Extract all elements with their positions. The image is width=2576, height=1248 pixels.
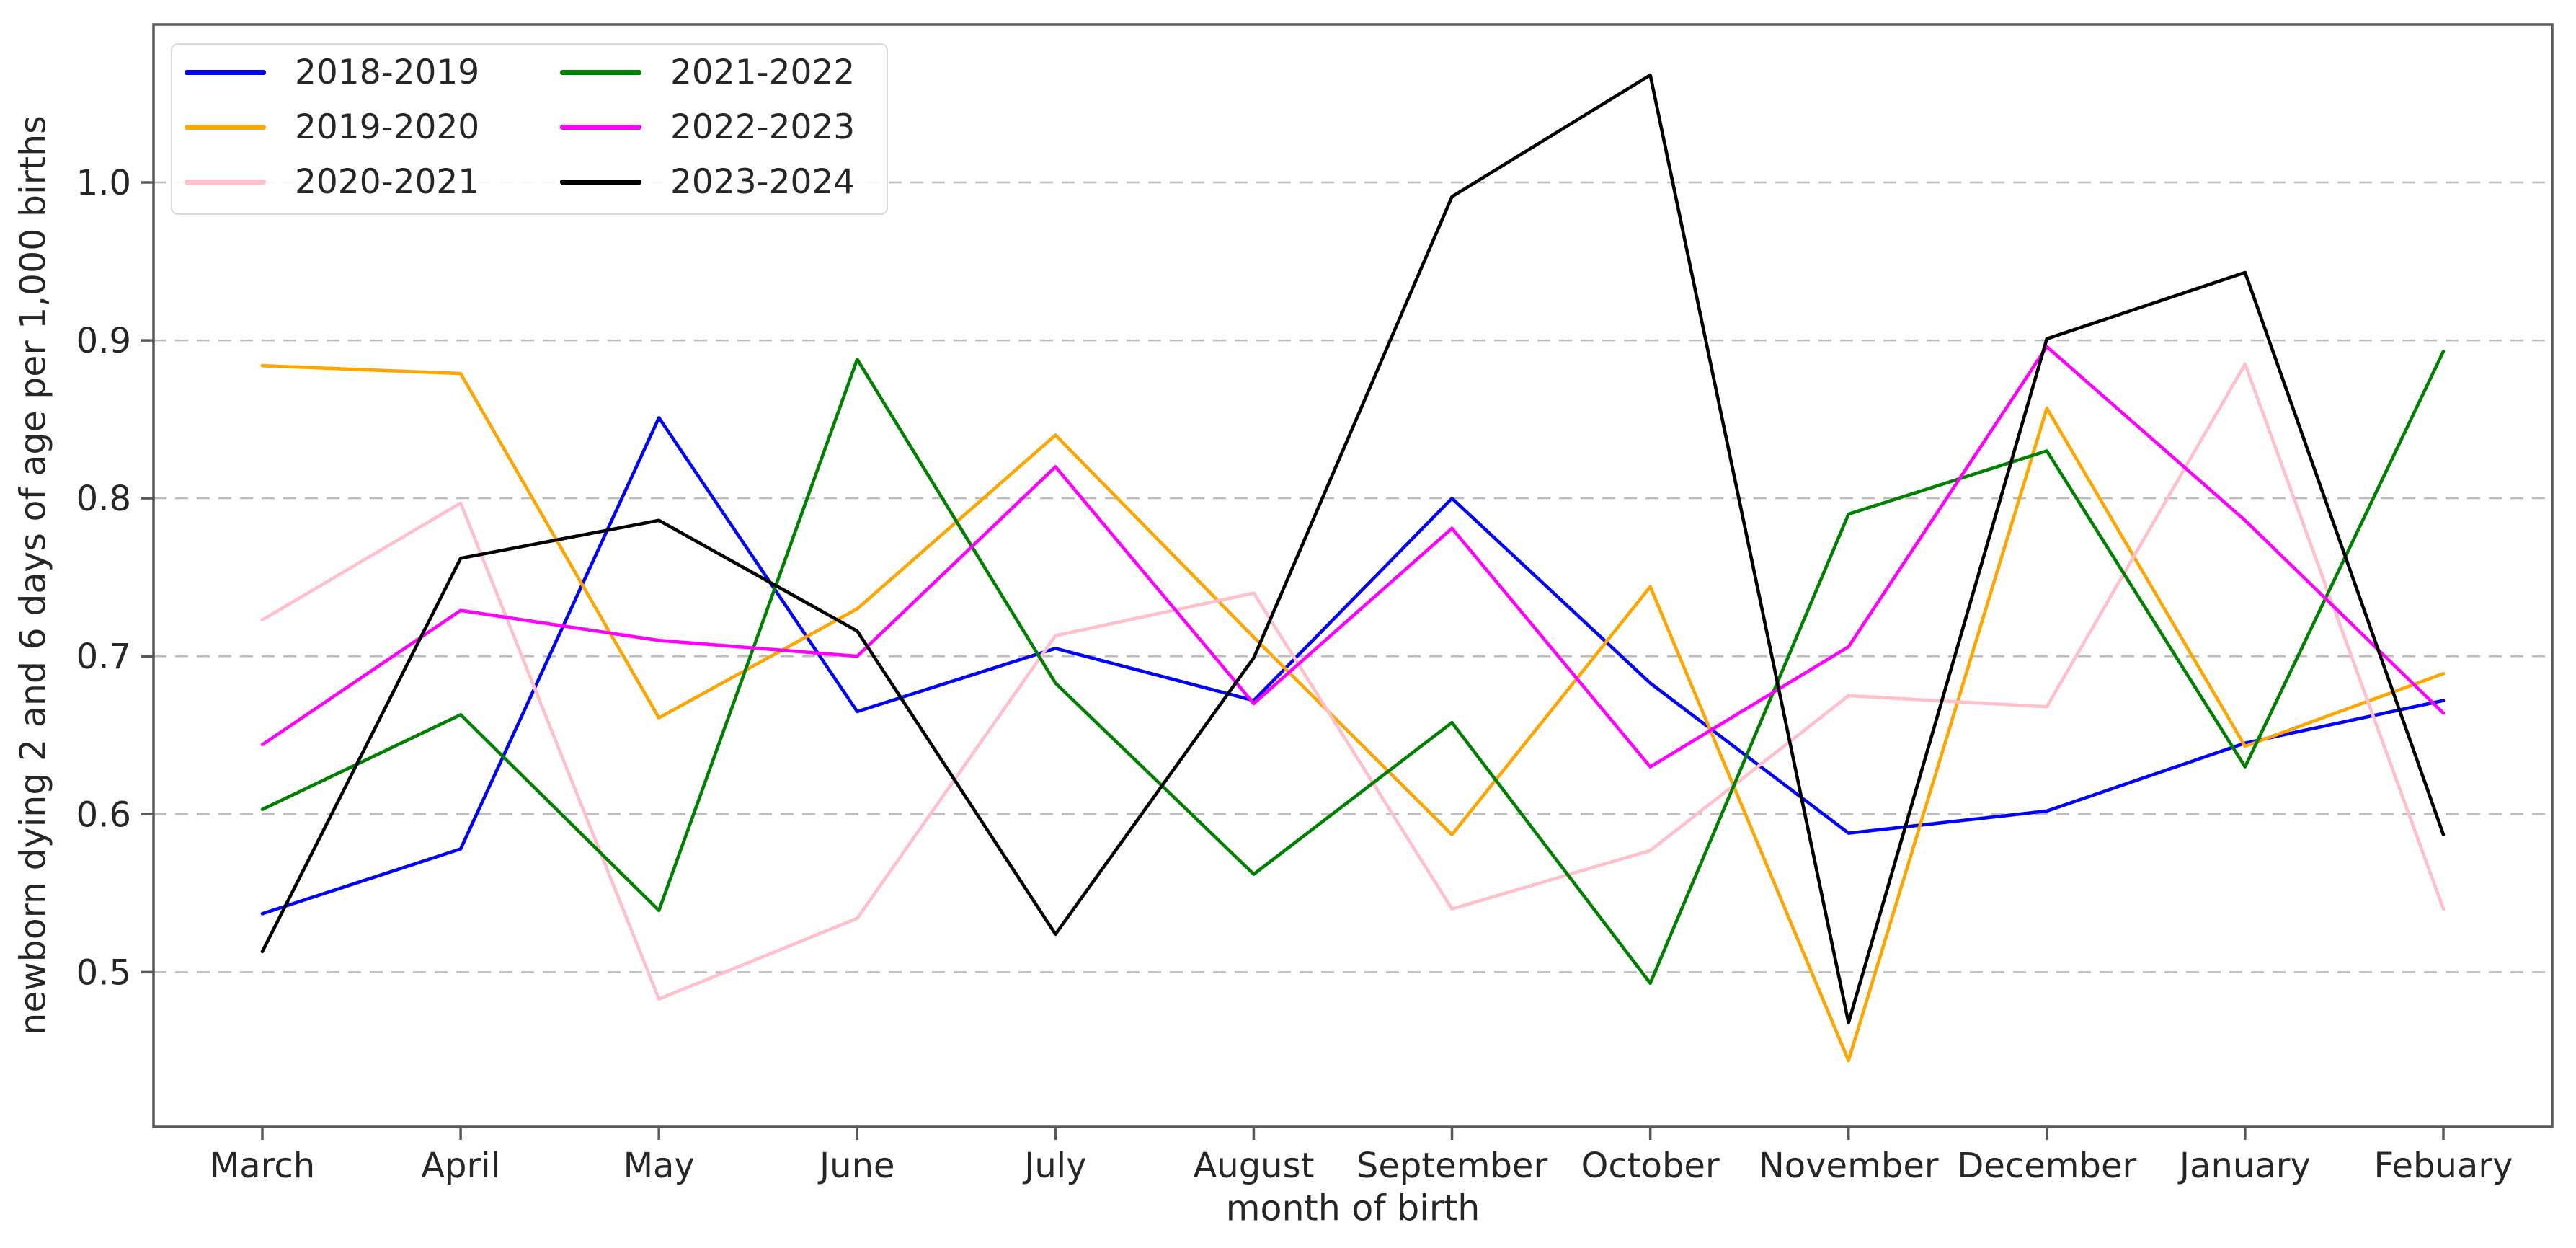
legend-line-swatch <box>185 69 266 75</box>
series-line-2023-2024 <box>260 73 2446 1024</box>
legend-item-label: 2019-2020 <box>295 107 480 147</box>
legend-column: 2021-2022 2022-2023 2023-2024 <box>560 45 855 209</box>
series-line-2018-2019 <box>260 416 2446 916</box>
y-tick-label: 1.0 <box>76 163 131 203</box>
x-tick-label: Febuary <box>2374 1146 2513 1186</box>
x-tick-label: January <box>2177 1146 2311 1186</box>
legend-item-2023-2024: 2023-2024 <box>560 154 855 209</box>
legend-column: 2018-2019 2019-2020 2020-2021 <box>185 45 479 209</box>
y-axis-title: newborn dying 2 and 6 days of age per 1,… <box>12 115 54 1035</box>
legend-box: 2018-2019 2019-2020 2020-2021 2021-2022 2022… <box>171 43 888 215</box>
x-axis-title: month of birth <box>1225 1187 1480 1229</box>
legend-item-label: 2022-2023 <box>670 107 856 147</box>
legend-item-2019-2020: 2019-2020 <box>185 99 479 154</box>
y-tick-label: 0.8 <box>76 479 131 519</box>
legend-line-swatch <box>560 69 641 75</box>
x-tick-label: July <box>1022 1146 1086 1186</box>
x-tick-label: December <box>1957 1146 2136 1186</box>
series-line-2021-2022 <box>260 350 2446 985</box>
y-tick-label: 0.9 <box>76 321 131 361</box>
x-tick-label: June <box>817 1146 895 1186</box>
y-tick-label: 0.7 <box>76 637 131 677</box>
legend-item-2022-2023: 2022-2023 <box>560 99 855 154</box>
legend-line-swatch <box>560 124 641 130</box>
legend-item-2021-2022: 2021-2022 <box>560 45 855 99</box>
series-line-2020-2021 <box>260 362 2446 1001</box>
x-tick-label: October <box>1581 1146 1720 1186</box>
legend-item-label: 2021-2022 <box>670 52 856 92</box>
legend-item-label: 2020-2021 <box>295 161 480 202</box>
legend-line-swatch <box>185 179 266 185</box>
series-line-2019-2020 <box>260 363 2446 1063</box>
legend-item-label: 2018-2019 <box>295 52 480 92</box>
legend-line-swatch <box>185 124 266 130</box>
x-tick-label: August <box>1193 1146 1314 1186</box>
x-tick-label: March <box>210 1146 315 1186</box>
y-tick-label: 0.5 <box>76 952 131 993</box>
series-line-2022-2023 <box>260 345 2446 769</box>
x-tick-label: November <box>1759 1146 1939 1186</box>
legend-item-2018-2019: 2018-2019 <box>185 45 479 99</box>
legend-line-swatch <box>560 179 641 185</box>
legend-item-2020-2021: 2020-2021 <box>185 154 479 209</box>
legend-item-label: 2023-2024 <box>670 161 856 202</box>
x-tick-label: April <box>421 1146 500 1186</box>
x-tick-label: May <box>623 1146 695 1186</box>
y-tick-label: 0.6 <box>76 795 131 835</box>
x-tick-label: September <box>1356 1146 1548 1186</box>
axes-spines <box>152 23 2554 1128</box>
